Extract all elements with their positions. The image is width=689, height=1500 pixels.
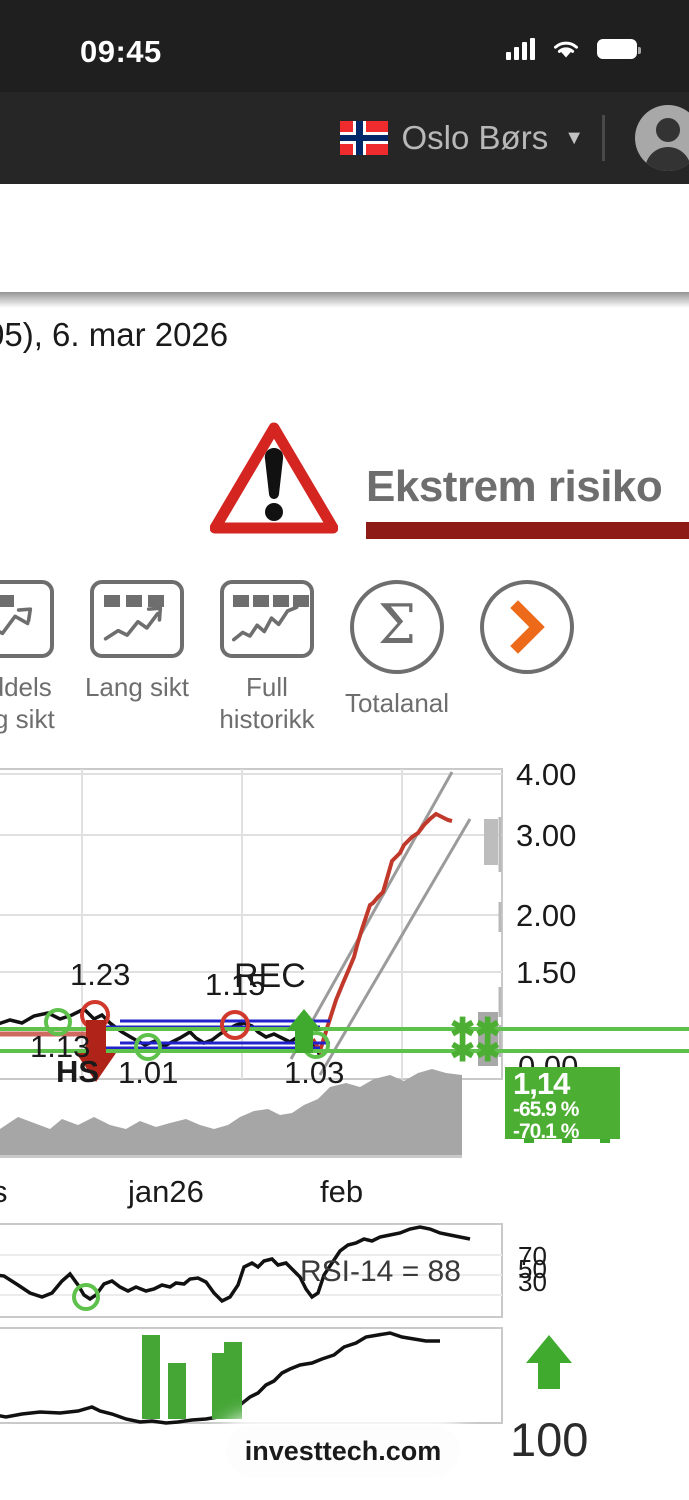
status-bar: 09:45 <box>0 0 689 92</box>
x-axis-tick-labels: s jan26 feb <box>0 1174 363 1209</box>
price-change-2: -70.1 % <box>513 1120 579 1144</box>
status-time: 09:45 <box>80 34 162 69</box>
green-up-arrow-icon <box>526 1335 572 1389</box>
volume-histogram <box>0 1069 462 1157</box>
chart-squares-icon <box>220 580 314 658</box>
sigma-icon: Σ <box>350 580 444 674</box>
price-line-historic <box>0 1006 322 1057</box>
volume-bars <box>142 1335 242 1419</box>
svg-text:s: s <box>0 1174 8 1209</box>
chart-canvas: ✱✱ ✱✱ 1.23 1.13 HS <box>0 757 689 1425</box>
tab-middels-lang-sikt[interactable]: Middels lang sikt <box>0 572 72 735</box>
cellular-signal-icon <box>506 38 535 60</box>
trend-arrow-icon <box>0 607 33 636</box>
trend-arrow-icon <box>232 605 299 642</box>
norway-flag-icon <box>339 121 388 155</box>
tab-lang-sikt[interactable]: Lang sikt <box>72 572 202 704</box>
rsi-label: RSI-14 = 88 <box>300 1255 461 1288</box>
rsi-tick-labels: 70 50 30 <box>518 1241 547 1297</box>
svg-text:1.03: 1.03 <box>284 1055 344 1090</box>
price-line-recent <box>305 811 453 1056</box>
buy-arrow-icon <box>286 1009 322 1053</box>
user-avatar-icon[interactable] <box>635 105 689 171</box>
last-price-value: 1,14 <box>513 1066 570 1101</box>
watermark-text: investtech.com <box>244 1435 442 1466</box>
svg-text:70: 70 <box>518 1241 547 1271</box>
content-top-strip: 05), 6. mar 2026 <box>0 292 689 412</box>
svg-text:REC: REC <box>234 957 306 995</box>
y-axis-tick-labels: 4.00 3.00 2.00 1.50 <box>516 757 576 990</box>
svg-text:3.00: 3.00 <box>516 818 576 853</box>
sell-arrow-icon <box>76 1020 116 1082</box>
market-name: Oslo Børs <box>401 119 549 156</box>
risk-level-bar <box>366 522 689 539</box>
svg-text:1.13: 1.13 <box>30 1029 90 1064</box>
risk-level-label: Ekstrem risiko <box>366 462 663 511</box>
watermark-badge: investtech.com <box>226 1425 460 1477</box>
price-change-1: -65.9 % <box>513 1097 579 1121</box>
svg-text:1.50: 1.50 <box>516 955 576 990</box>
svg-text:HS: HS <box>56 1054 99 1089</box>
page-gap <box>0 184 689 292</box>
bottom-panel-value: 100 <box>510 1413 589 1466</box>
risk-text-block: Ekstrem risiko <box>366 462 689 539</box>
tab-label: Middels lang sikt <box>0 672 55 734</box>
svg-text:1.15: 1.15 <box>205 967 265 1002</box>
instrument-date-line: 05), 6. mar 2026 <box>0 316 229 353</box>
wifi-icon <box>554 41 578 58</box>
svg-text:✱✱: ✱✱ <box>450 1035 500 1068</box>
svg-text:2.00: 2.00 <box>516 898 576 933</box>
header-divider <box>602 115 605 161</box>
chevron-down-icon: ▼ <box>564 126 584 149</box>
svg-text:1.01: 1.01 <box>118 1055 178 1090</box>
warning-triangle-icon <box>210 422 338 534</box>
chart-squares-icon <box>90 580 184 658</box>
app-header: Oslo Børs ▼ <box>0 92 689 184</box>
battery-icon <box>597 39 641 59</box>
tab-full-historikk[interactable]: Full historikk <box>202 572 332 735</box>
rsi-signal-marker <box>72 1283 100 1311</box>
svg-text:✱✱: ✱✱ <box>450 1013 500 1046</box>
svg-text:4.00: 4.00 <box>516 757 576 792</box>
risk-banner: Ekstrem risiko <box>0 412 689 572</box>
header-shadow <box>0 292 689 308</box>
last-price-badge: 1,14 -65.9 % -70.1 % <box>505 1066 620 1143</box>
trend-channel <box>289 771 472 1076</box>
trend-arrow-icon <box>103 606 163 641</box>
chart-squares-icon <box>0 580 54 658</box>
svg-text:jan26: jan26 <box>127 1174 204 1209</box>
svg-text:1.23: 1.23 <box>70 957 130 992</box>
chevron-right-icon <box>480 580 574 674</box>
svg-text:feb: feb <box>320 1174 363 1209</box>
tab-label: Totalanal <box>344 688 450 718</box>
chart-annotations: 1.23 1.13 HS 1.01 1.15 REC 1.03 <box>30 957 344 1090</box>
tab-next-button[interactable] <box>462 572 592 688</box>
tab-label: Full historikk <box>219 672 315 734</box>
tab-totalanalyse[interactable]: Σ Totalanal <box>332 572 462 720</box>
tab-label: Lang sikt <box>84 672 190 702</box>
svg-text:30: 30 <box>518 1267 547 1297</box>
signal-asterisk-markers: ✱✱ ✱✱ <box>450 1013 500 1068</box>
svg-text:50: 50 <box>518 1254 547 1284</box>
technical-analysis-chart[interactable]: ✱✱ ✱✱ 1.23 1.13 HS <box>0 757 689 1457</box>
status-icons <box>506 38 641 60</box>
market-selector[interactable]: Oslo Børs ▼ <box>339 119 584 157</box>
rsi-line <box>0 1225 471 1304</box>
analysis-tabs: ikt Middels lang sikt Lang sikt <box>0 572 689 757</box>
